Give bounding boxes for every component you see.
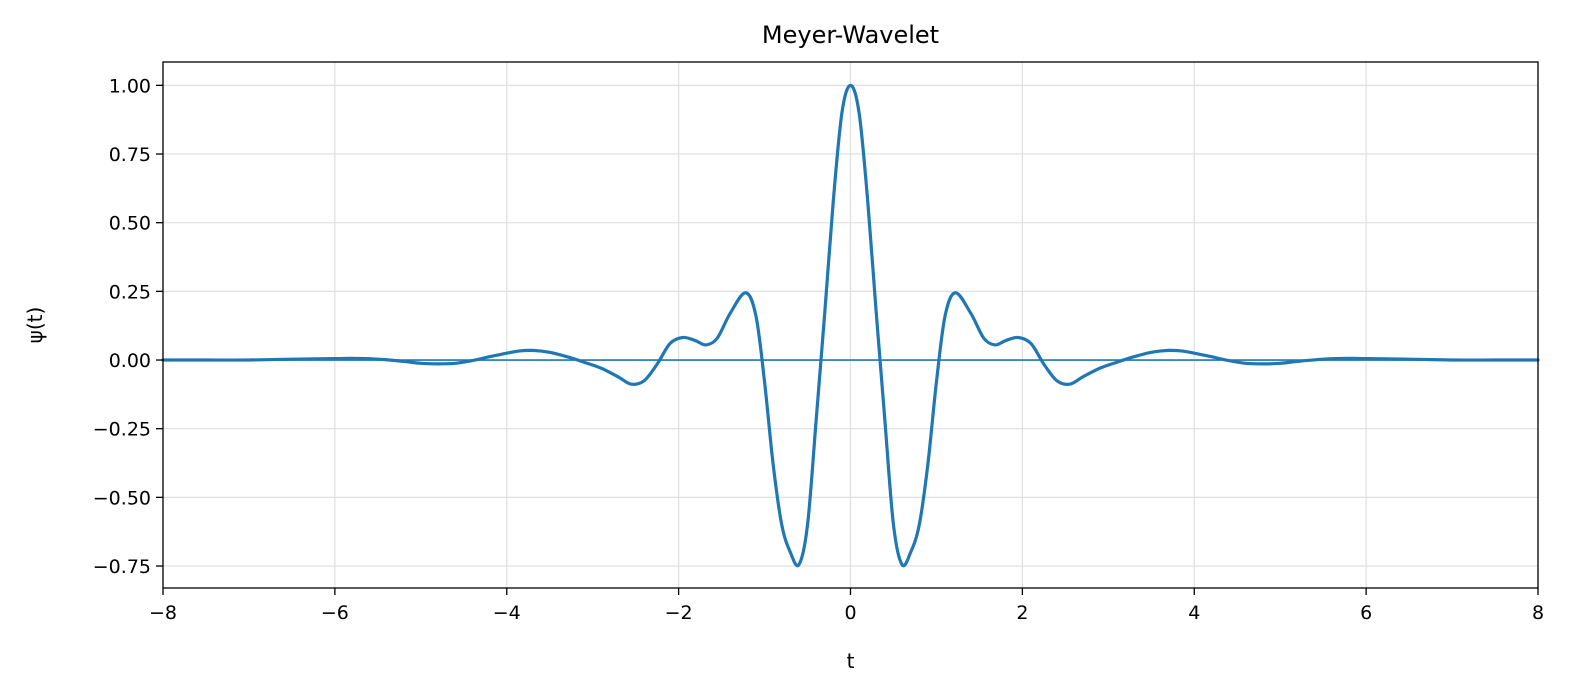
x-tick-label: 8 — [1532, 602, 1544, 624]
y-tick-label: −0.75 — [93, 556, 151, 578]
y-tick-label: −0.25 — [93, 419, 151, 441]
y-tick-label: 0.25 — [109, 281, 151, 303]
x-tick-label: 6 — [1360, 602, 1372, 624]
y-tick-label: 1.00 — [109, 75, 151, 97]
x-tick-label: −4 — [493, 602, 521, 624]
x-axis-label: t — [847, 649, 855, 673]
y-tick-label: −0.50 — [93, 487, 151, 509]
y-tick-label: 0.75 — [109, 144, 151, 166]
x-tick-label: −8 — [149, 602, 177, 624]
x-tick-label: 4 — [1188, 602, 1200, 624]
y-tick-label: 0.00 — [109, 350, 151, 372]
y-axis-label: ψ(t) — [23, 307, 47, 344]
x-axis: −8 −6 −4 −2 0 2 4 6 8 — [149, 588, 1544, 624]
x-tick-label: 0 — [844, 602, 856, 624]
series-line — [161, 83, 1540, 568]
x-tick-label: 2 — [1016, 602, 1028, 624]
y-tick-label: 0.50 — [109, 213, 151, 235]
chart-title: Meyer-Wavelet — [762, 21, 939, 49]
x-tick-label: −6 — [321, 602, 349, 624]
x-tick-label: −2 — [665, 602, 693, 624]
y-axis: −0.75 −0.50 −0.25 0.00 0.25 0.50 0.75 1.00 — [93, 75, 163, 578]
